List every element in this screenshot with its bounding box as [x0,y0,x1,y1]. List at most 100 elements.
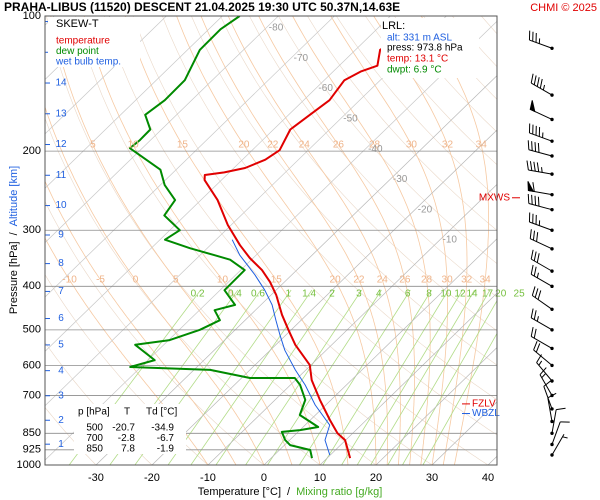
altitude-label: 7 [58,286,64,297]
moist-adiabat-label: 32 [442,140,454,151]
mixing-ratio-label: 0.6 [251,289,265,300]
table-cell: 7.8 [121,444,135,455]
barb-staff [529,132,553,142]
moist-adiabat-label: 10 [128,140,140,151]
y-axis-label: Pressure [hPa] / Altitude [km] [8,166,20,314]
barb-feather [530,249,534,260]
plot-frame [44,15,498,466]
isotherm [207,183,497,465]
altitude-label: 9 [58,230,64,241]
barb-feather [531,194,533,205]
barb-feather [531,141,533,151]
y-tick-label: 400 [23,280,41,292]
barb-feather [533,266,537,277]
table-box [74,404,186,454]
barb-feather [530,73,534,84]
barb-station [550,431,554,436]
barb-feather [543,380,552,387]
barb-station [550,228,554,232]
chart-label: SKEW-T [56,18,99,30]
barb-pennant [529,100,536,113]
altitude-label: 12 [55,139,67,150]
barb-staff [551,421,561,445]
isotherm [45,16,279,244]
x-tick-label: 10 [314,472,326,484]
barb-feather [537,290,542,300]
mixing-ratio-label: 0.4 [228,289,242,300]
isotherm-label: -10 [443,235,458,246]
barb-staff [551,433,565,456]
table-cell: -6.7 [157,433,175,444]
barb-station [550,192,554,197]
barb-staff [530,258,553,272]
table-cell: -20.7 [112,423,135,434]
x-tick-label: -10 [200,472,216,484]
mixing-ratio-line [387,289,491,465]
y-tick-label: 600 [23,359,41,371]
wind-barb [550,433,568,457]
barb-station [550,307,554,311]
table-cell: 700 [86,433,103,444]
wind-barb [550,407,566,436]
isotherm [263,238,497,465]
barb-station [550,419,554,424]
moist-adiabat-label: 22 [353,275,365,286]
x-tick-label: 0 [261,472,267,484]
barb-feather [531,286,536,296]
moist-adiabat-label: 30 [406,140,418,151]
x-tick-label: 40 [482,472,494,484]
barb-feather [537,196,540,207]
barb-half [536,272,539,278]
barb-feather [556,407,566,411]
barb-staff [530,273,553,287]
barb-feather [533,251,537,261]
table-cell: 850 [86,444,103,455]
barb-staff [530,317,553,331]
dry-adiabat [278,16,497,265]
moist-adiabat-label: 28 [369,140,381,151]
barb-feather [534,195,537,206]
barb-feather [536,232,539,242]
barb-staff [536,362,553,382]
mixing-ratio-line [370,289,475,465]
isotherm [95,75,497,465]
barb-station [550,269,554,273]
y-tick-label: 500 [23,324,41,336]
lrl-text: alt: 331 m ASL [387,33,452,44]
level-label: FZLV [472,399,496,410]
temperature-label: Temperature [°C] [198,486,281,498]
barb-station [550,284,554,289]
moist-adiabat-label: 5 [90,140,96,151]
wind-barb [530,264,554,289]
moist-adiabat-label: 30 [442,275,454,286]
barb-feather [536,77,540,87]
dry-adiabat [336,16,497,198]
mixing-ratio-line [299,289,411,465]
barb-pennant [527,181,535,193]
moist-adiabat-label: 26 [399,275,411,286]
altitude-label: 10 [55,200,67,211]
mixing-ratio-label: 4 [376,289,382,300]
legend-entry: dew point [56,46,99,57]
mixing-ratio-line [422,332,497,465]
wind-barb [529,229,554,251]
lrl-text: temp: 13.1 °C [387,54,448,65]
mixing-ratio-label: 1.4 [302,289,316,300]
profile-line [231,239,331,456]
barb-staff [532,295,553,310]
isotherm [45,20,497,461]
legend-entry: wet bulb temp. [55,57,121,68]
barb-station [550,453,554,457]
separator: / [8,231,20,235]
barb-station [550,247,554,251]
isotherm [45,16,447,407]
moist-adiabat-label: -10 [62,275,77,286]
barb-feather [533,75,537,85]
barb-staff [551,409,557,434]
wind-barb [531,286,554,311]
barb-station [550,328,554,332]
barb-feather [526,160,529,171]
isotherm-label: -70 [294,53,309,64]
